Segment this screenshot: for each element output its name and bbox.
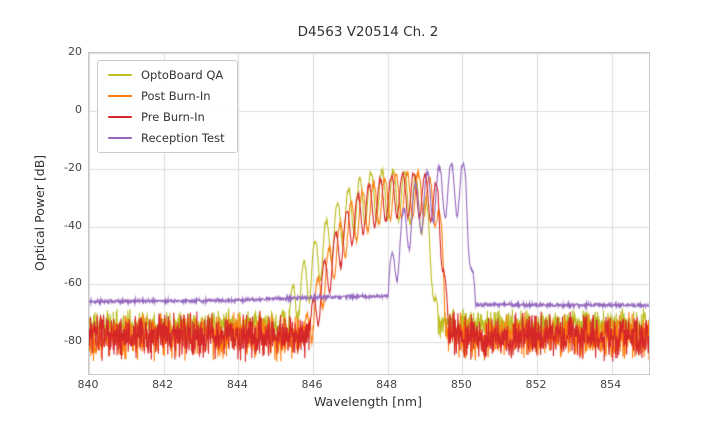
chart-title: D4563 V20514 Ch. 2 — [297, 24, 439, 40]
y-tick-label: 0 — [75, 102, 82, 116]
legend-label: Pre Burn-In — [141, 110, 205, 124]
x-tick-label: 850 — [450, 378, 472, 391]
x-tick-label: 854 — [600, 378, 622, 391]
legend-entry: Pre Burn-In — [108, 110, 225, 124]
legend-label: Reception Test — [141, 131, 225, 145]
x-tick-label: 842 — [152, 378, 174, 391]
y-tick-label: -60 — [64, 276, 82, 290]
legend-entry: Reception Test — [108, 131, 225, 145]
x-tick-label: 852 — [525, 378, 547, 391]
legend-entry: OptoBoard QA — [108, 68, 225, 82]
y-tick-label: -40 — [64, 218, 82, 232]
y-tick-label: -20 — [64, 160, 82, 174]
legend: OptoBoard QA Post Burn-In Pre Burn-In Recep… — [97, 60, 238, 153]
x-axis-label: Wavelength [nm] — [314, 394, 422, 409]
y-tick-label: -80 — [64, 334, 82, 348]
legend-entry: Post Burn-In — [108, 89, 225, 103]
legend-swatch — [108, 115, 132, 119]
plot-area: OptoBoard QA Post Burn-In Pre Burn-In Recep… — [88, 52, 650, 375]
legend-label: OptoBoard QA — [141, 68, 224, 82]
legend-swatch — [108, 94, 132, 98]
legend-label: Post Burn-In — [141, 89, 211, 103]
legend-swatch — [108, 136, 132, 140]
x-tick-label: 844 — [226, 378, 248, 391]
legend-swatch — [108, 73, 132, 77]
y-axis-label: Optical Power [dB] — [32, 154, 47, 271]
y-tick-label: 20 — [68, 45, 82, 58]
x-tick-label: 848 — [376, 378, 398, 391]
x-tick-label: 846 — [301, 378, 323, 391]
x-tick-label: 840 — [77, 378, 99, 391]
